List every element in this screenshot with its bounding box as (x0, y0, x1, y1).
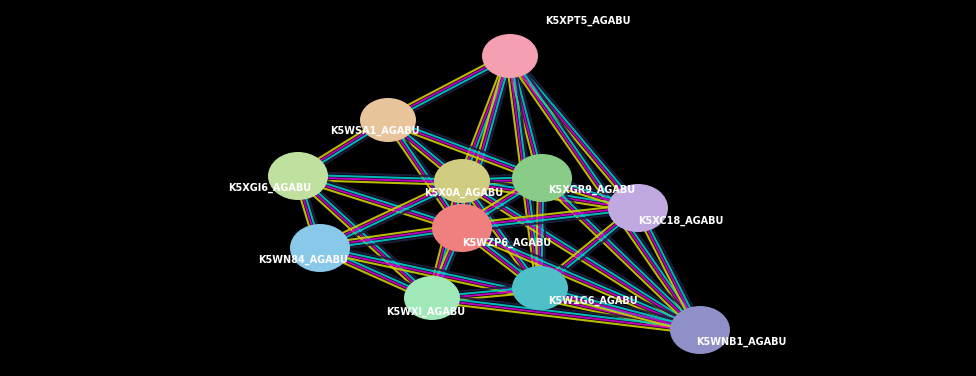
Text: K5XGI6_AGABU: K5XGI6_AGABU (228, 183, 311, 193)
Text: K5X0A_AGABU: K5X0A_AGABU (424, 188, 503, 198)
Ellipse shape (432, 204, 492, 252)
Ellipse shape (434, 159, 490, 203)
Ellipse shape (512, 266, 568, 310)
Ellipse shape (482, 34, 538, 78)
Ellipse shape (360, 98, 416, 142)
Text: K5WZP6_AGABU: K5WZP6_AGABU (462, 238, 551, 248)
Ellipse shape (512, 154, 572, 202)
Text: K5WXI_AGABU: K5WXI_AGABU (386, 307, 466, 317)
Text: K5XPT5_AGABU: K5XPT5_AGABU (545, 16, 630, 26)
Ellipse shape (670, 306, 730, 354)
Text: K5WSA1_AGABU: K5WSA1_AGABU (330, 126, 420, 136)
Ellipse shape (404, 276, 460, 320)
Text: K5WN84_AGABU: K5WN84_AGABU (258, 255, 347, 265)
Ellipse shape (608, 184, 668, 232)
Text: K5XC18_AGABU: K5XC18_AGABU (638, 216, 723, 226)
Ellipse shape (268, 152, 328, 200)
Ellipse shape (290, 224, 350, 272)
Text: K5WNB1_AGABU: K5WNB1_AGABU (696, 337, 787, 347)
Text: K5XGR9_AGABU: K5XGR9_AGABU (548, 185, 635, 195)
Text: K5W1G6_AGABU: K5W1G6_AGABU (548, 296, 637, 306)
